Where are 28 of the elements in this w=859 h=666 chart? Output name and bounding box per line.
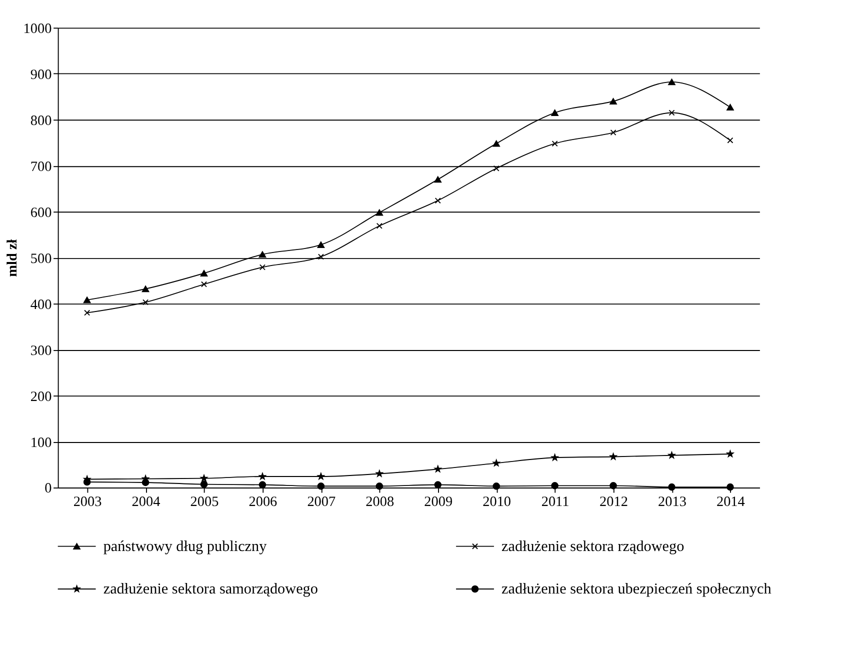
x-tick-label: 2005 — [190, 494, 219, 510]
x-tick-label: 2012 — [600, 494, 628, 510]
y-tick-label: 0 — [44, 480, 52, 497]
y-tick-label: 400 — [30, 296, 52, 313]
legend-label: państwowy dług publiczny — [103, 538, 268, 556]
y-tick-label: 500 — [30, 250, 52, 267]
x-tick-label: 2010 — [482, 494, 512, 510]
y-tick-label: 600 — [30, 204, 52, 221]
x-tick-label: 2008 — [366, 494, 394, 510]
y-axis-title: mld zł — [4, 239, 21, 277]
x-tick-label: 2007 — [307, 494, 336, 510]
y-tick-label: 1000 — [23, 20, 52, 37]
legend-label: zadłużenie sektora samorządowego — [103, 580, 318, 598]
x-tick-label: 2014 — [716, 494, 745, 510]
y-tick-label: 900 — [30, 66, 52, 83]
y-tick-label: 700 — [30, 158, 52, 175]
y-tick-label: 300 — [30, 342, 52, 359]
x-tick-label: 2006 — [248, 494, 278, 510]
x-tick-label: 2009 — [424, 494, 453, 510]
x-tick-label: 2003 — [73, 494, 102, 510]
legend-label: zadłużenie sektora ubezpieczeń społecznych — [502, 580, 772, 598]
x-tick-label: 2004 — [132, 494, 160, 510]
y-tick-label: 200 — [30, 388, 52, 405]
x-tick-label: 2011 — [541, 494, 570, 510]
x-tick-label: 2013 — [658, 494, 686, 510]
legend-label: zadłużenie sektora rządowego — [502, 538, 684, 556]
y-tick-label: 800 — [30, 112, 52, 129]
y-tick-label: 100 — [30, 434, 52, 451]
